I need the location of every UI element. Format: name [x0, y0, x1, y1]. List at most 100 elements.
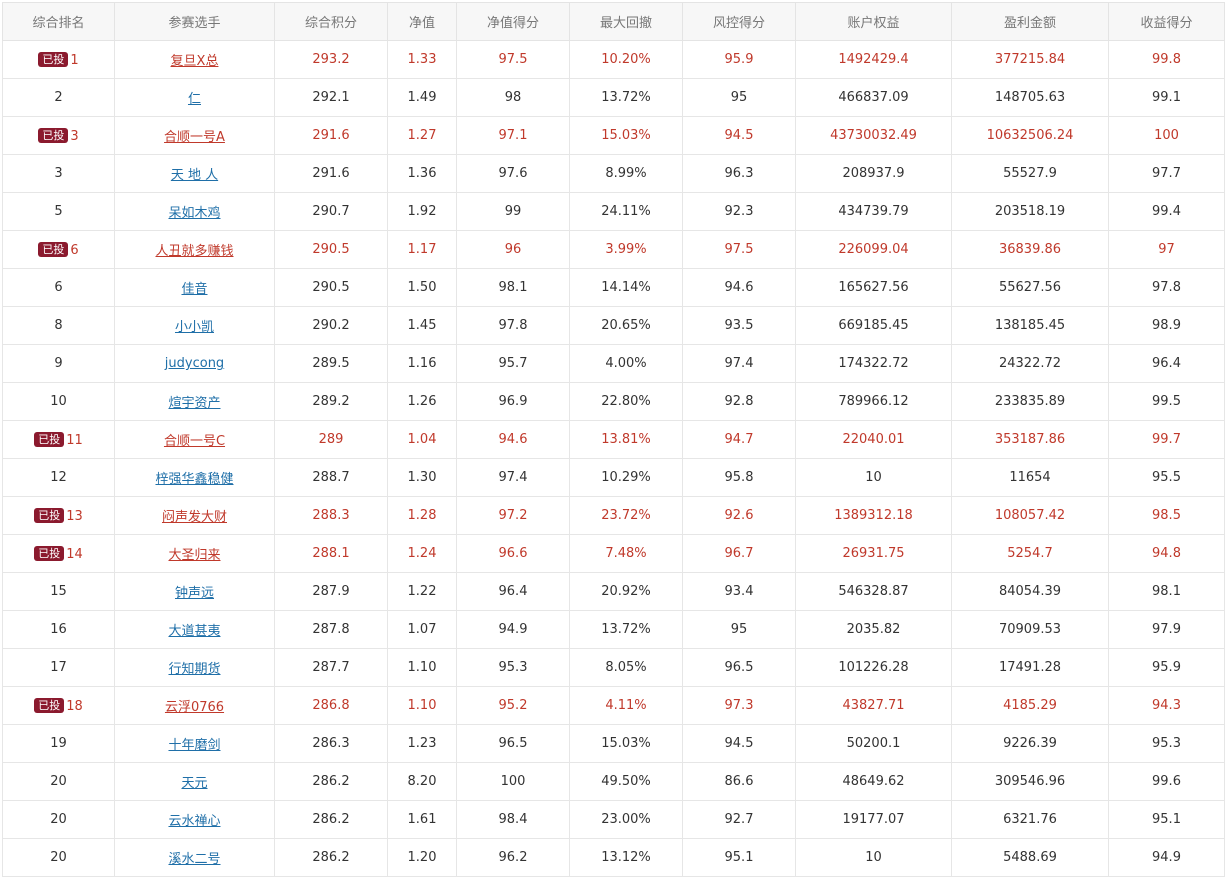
contestant-link[interactable]: 合顺一号C — [163, 434, 226, 449]
cell-rank: 8 — [2, 306, 115, 345]
col-header-nav[interactable]: 净值 — [387, 2, 457, 41]
contestant-link[interactable]: 小小凯 — [174, 320, 214, 335]
contestant-link[interactable]: 大圣归来 — [168, 548, 221, 563]
contestant-link[interactable]: 钟声远 — [174, 586, 214, 601]
cell-nav: 8.20 — [387, 762, 457, 801]
cell-contestant: 煊宇资产 — [114, 382, 275, 421]
col-header-profit-amount[interactable]: 盈利金额 — [951, 2, 1109, 41]
cell-nav: 1.49 — [387, 78, 457, 117]
cell-profit-amount: 203518.19 — [951, 192, 1109, 231]
cell-account-equity: 434739.79 — [795, 192, 952, 231]
cell-nav-score: 99 — [456, 192, 570, 231]
cell-profit-amount: 55527.9 — [951, 154, 1109, 193]
cell-nav: 1.50 — [387, 268, 457, 307]
table-row: 已投 14 大圣归来 288.1 1.24 96.6 7.48% 96.7 26931.75 52… — [2, 534, 1225, 573]
contestant-link[interactable]: 呆如木鸡 — [168, 206, 221, 221]
contestant-link[interactable]: 行知期货 — [168, 662, 221, 677]
cell-return-score: 95.3 — [1108, 724, 1225, 763]
contestant-link[interactable]: 云浮0766 — [164, 700, 225, 715]
cell-nav-score: 97.2 — [456, 496, 570, 535]
cell-max-drawdown: 8.05% — [569, 648, 683, 687]
cell-contestant: 呆如木鸡 — [114, 192, 275, 231]
cell-contestant: judycong — [114, 344, 275, 383]
cell-risk-score: 95 — [682, 78, 796, 117]
cell-rank: 12 — [2, 458, 115, 497]
rank-value: 20 — [50, 774, 67, 789]
table-row: 已投 11 合顺一号C 289 1.04 94.6 13.81% 94.7 22040.01 35… — [2, 420, 1225, 459]
cell-account-equity: 43827.71 — [795, 686, 952, 725]
cell-risk-score: 96.3 — [682, 154, 796, 193]
cell-nav: 1.27 — [387, 116, 457, 155]
rank-value: 18 — [66, 698, 83, 714]
contestant-link[interactable]: 天 地 人 — [170, 168, 219, 183]
rank-value: 13 — [66, 508, 83, 524]
cell-rank: 20 — [2, 838, 115, 877]
contestant-link[interactable]: 闷声发大财 — [161, 510, 227, 525]
cell-overall-score: 290.2 — [274, 306, 388, 345]
contestant-link[interactable]: 人丑就多赚钱 — [155, 244, 234, 259]
cell-rank: 16 — [2, 610, 115, 649]
cell-profit-amount: 70909.53 — [951, 610, 1109, 649]
invested-badge: 已投 — [38, 241, 69, 257]
col-header-account-equity[interactable]: 账户权益 — [795, 2, 952, 41]
table-row: 20 溪水二号 286.2 1.20 96.2 13.12% 95.1 10 5488.69 94… — [2, 838, 1225, 877]
cell-nav-score: 96.2 — [456, 838, 570, 877]
contestant-link[interactable]: 复旦X总 — [170, 54, 219, 69]
rank-value: 6 — [70, 242, 79, 258]
col-header-risk-score[interactable]: 风控得分 — [682, 2, 796, 41]
cell-nav: 1.10 — [387, 686, 457, 725]
cell-max-drawdown: 4.11% — [569, 686, 683, 725]
cell-overall-score: 286.2 — [274, 800, 388, 839]
cell-contestant: 梓强华鑫稳健 — [114, 458, 275, 497]
col-header-overall-rank[interactable]: 综合排名 — [2, 2, 115, 41]
contestant-link[interactable]: 溪水二号 — [168, 852, 221, 867]
table-row: 17 行知期货 287.7 1.10 95.3 8.05% 96.5 101226.28 174… — [2, 648, 1225, 687]
cell-contestant: 佳音 — [114, 268, 275, 307]
contestant-link[interactable]: 大道甚夷 — [168, 624, 221, 639]
contestant-link[interactable]: judycong — [164, 356, 225, 371]
cell-account-equity: 208937.9 — [795, 154, 952, 193]
col-header-overall-score[interactable]: 综合积分 — [274, 2, 388, 41]
cell-profit-amount: 5488.69 — [951, 838, 1109, 877]
cell-nav-score: 98.1 — [456, 268, 570, 307]
cell-nav: 1.23 — [387, 724, 457, 763]
cell-rank: 已投 11 — [2, 420, 115, 459]
cell-profit-amount: 11654 — [951, 458, 1109, 497]
contestant-link[interactable]: 云水禅心 — [168, 814, 221, 829]
contestant-link[interactable]: 煊宇资产 — [168, 396, 221, 411]
cell-return-score: 99.8 — [1108, 40, 1225, 79]
contestant-link[interactable]: 佳音 — [181, 282, 208, 297]
cell-risk-score: 92.7 — [682, 800, 796, 839]
cell-risk-score: 93.4 — [682, 572, 796, 611]
cell-return-score: 99.1 — [1108, 78, 1225, 117]
cell-nav-score: 95.2 — [456, 686, 570, 725]
cell-risk-score: 96.5 — [682, 648, 796, 687]
table-row: 10 煊宇资产 289.2 1.26 96.9 22.80% 92.8 789966.12 23… — [2, 382, 1225, 421]
cell-max-drawdown: 14.14% — [569, 268, 683, 307]
col-header-contestant[interactable]: 参赛选手 — [114, 2, 275, 41]
cell-rank: 已投 14 — [2, 534, 115, 573]
contestant-link[interactable]: 天元 — [181, 776, 208, 791]
contestant-link[interactable]: 十年磨剑 — [168, 738, 221, 753]
col-header-return-score[interactable]: 收益得分 — [1108, 2, 1225, 41]
cell-overall-score: 291.6 — [274, 116, 388, 155]
col-header-nav-score[interactable]: 净值得分 — [456, 2, 570, 41]
cell-nav: 1.04 — [387, 420, 457, 459]
cell-overall-score: 290.5 — [274, 230, 388, 269]
table-row: 2 仁 292.1 1.49 98 13.72% 95 466837.09 148705.63 9… — [2, 78, 1225, 117]
contestant-link[interactable]: 合顺一号A — [164, 130, 225, 145]
contestant-link[interactable]: 梓强华鑫稳健 — [155, 472, 234, 487]
cell-return-score: 98.1 — [1108, 572, 1225, 611]
cell-risk-score: 94.7 — [682, 420, 796, 459]
rank-value: 9 — [54, 356, 63, 371]
cell-profit-amount: 138185.45 — [951, 306, 1109, 345]
cell-profit-amount: 6321.76 — [951, 800, 1109, 839]
cell-max-drawdown: 3.99% — [569, 230, 683, 269]
cell-max-drawdown: 24.11% — [569, 192, 683, 231]
cell-account-equity: 789966.12 — [795, 382, 952, 421]
cell-max-drawdown: 15.03% — [569, 724, 683, 763]
contestant-link[interactable]: 仁 — [187, 92, 201, 107]
cell-risk-score: 96.7 — [682, 534, 796, 573]
col-header-max-drawdown[interactable]: 最大回撤 — [569, 2, 683, 41]
